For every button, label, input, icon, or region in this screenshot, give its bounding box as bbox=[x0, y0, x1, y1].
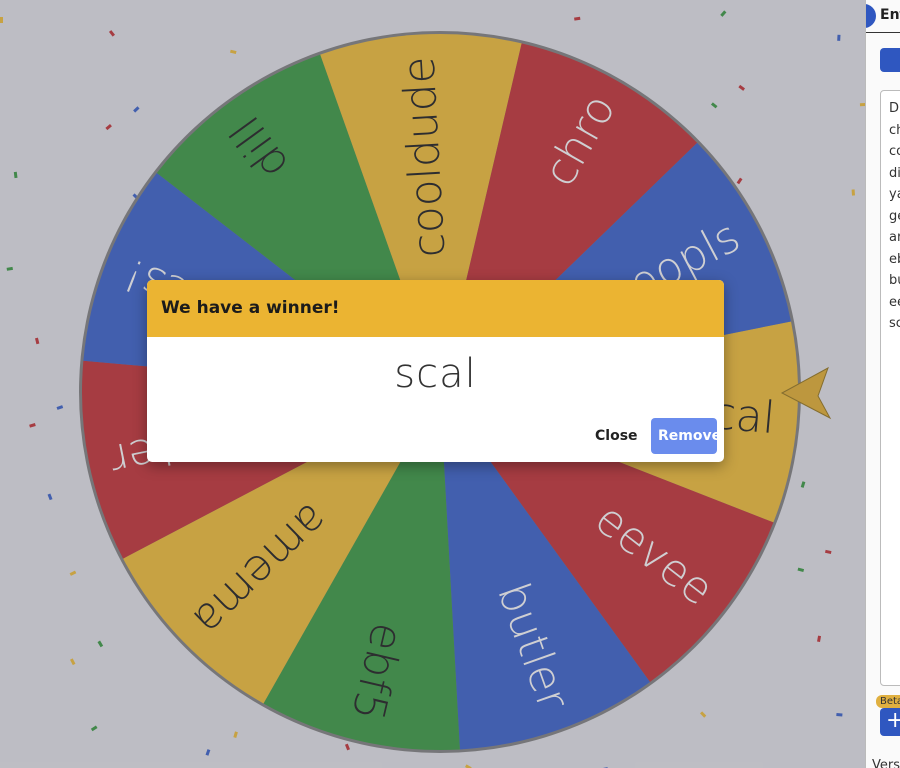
wheel-label: cooldude bbox=[393, 55, 455, 259]
confetti bbox=[105, 124, 112, 131]
confetti bbox=[710, 102, 718, 109]
confetti bbox=[700, 711, 707, 718]
confetti bbox=[837, 34, 841, 41]
confetti bbox=[0, 17, 3, 23]
dialog-title: We have a winner! bbox=[147, 280, 724, 337]
confetti bbox=[738, 84, 745, 91]
entry-line: di bbox=[889, 165, 900, 181]
confetti bbox=[90, 725, 98, 732]
entry-line: ge bbox=[889, 208, 900, 224]
confetti bbox=[825, 549, 832, 555]
wheel-segment bbox=[440, 392, 774, 682]
wheel-segment bbox=[263, 392, 460, 750]
confetti bbox=[800, 481, 806, 488]
confetti bbox=[56, 405, 64, 410]
confetti bbox=[344, 743, 350, 751]
collapse-button[interactable] bbox=[866, 4, 876, 28]
confetti bbox=[233, 731, 238, 738]
confetti bbox=[817, 635, 822, 642]
confetti bbox=[205, 749, 211, 756]
entry-line: ya bbox=[889, 187, 900, 202]
confetti bbox=[230, 49, 237, 55]
footer-text: Vers bbox=[872, 758, 900, 768]
beta-badge: Beta bbox=[876, 695, 900, 708]
confetti bbox=[797, 567, 805, 573]
wheel-segment bbox=[440, 392, 650, 750]
winner-dialog: We have a winner! scal Close Remove bbox=[147, 280, 724, 462]
confetti bbox=[13, 171, 18, 179]
confetti bbox=[69, 570, 77, 576]
tab-underline bbox=[866, 32, 900, 33]
confetti bbox=[465, 764, 472, 768]
entry-line: D bbox=[889, 101, 900, 116]
entry-line: bu bbox=[889, 273, 900, 288]
wheel-segment bbox=[123, 392, 440, 704]
entry-line: ar bbox=[889, 230, 900, 245]
confetti bbox=[133, 106, 140, 113]
confetti bbox=[29, 423, 36, 428]
entry-line: sc bbox=[889, 316, 900, 331]
entry-line: co bbox=[889, 144, 900, 159]
confetti bbox=[720, 10, 727, 17]
add-button[interactable]: + bbox=[880, 708, 900, 736]
close-button[interactable]: Close bbox=[595, 428, 638, 444]
confetti bbox=[836, 712, 843, 717]
confetti bbox=[97, 640, 104, 648]
confetti bbox=[851, 189, 855, 196]
sidebar: Ent Dch co di ya ge ar eb bu ee sc Beta + Vers bbox=[865, 0, 900, 768]
pointer bbox=[780, 366, 832, 420]
confetti bbox=[859, 102, 865, 107]
tab-label[interactable]: Ent bbox=[880, 7, 900, 23]
confetti bbox=[69, 658, 76, 666]
confetti bbox=[108, 30, 116, 37]
shuffle-button[interactable] bbox=[880, 48, 900, 72]
confetti bbox=[574, 16, 581, 21]
winner-name: scal bbox=[394, 351, 477, 397]
wheel-segment bbox=[320, 33, 522, 392]
entry-line: ee bbox=[889, 294, 900, 310]
entry-line: eb bbox=[889, 251, 900, 267]
confetti bbox=[736, 177, 743, 185]
entry-line: ch bbox=[889, 122, 900, 138]
remove-button[interactable]: Remove bbox=[651, 418, 721, 454]
confetti bbox=[34, 337, 40, 345]
confetti bbox=[47, 493, 53, 501]
entries-textarea[interactable]: Dch co di ya ge ar eb bu ee sc bbox=[880, 90, 900, 686]
confetti bbox=[6, 266, 13, 271]
